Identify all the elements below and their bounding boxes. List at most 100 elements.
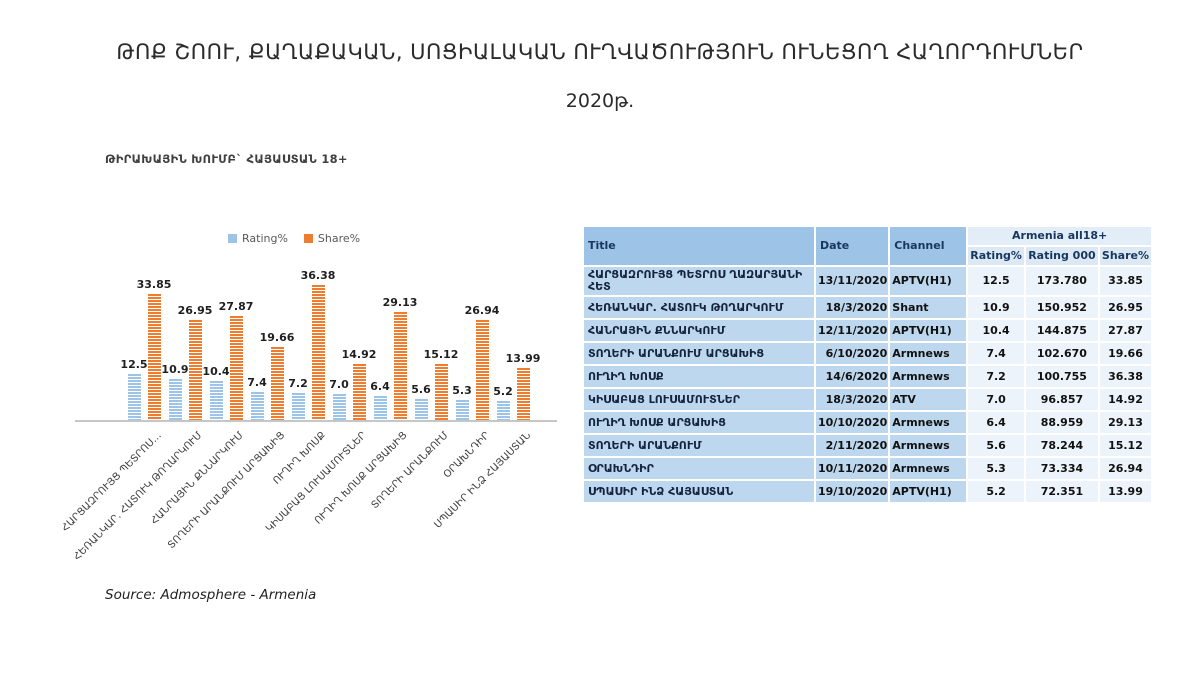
share-swatch-icon [303,234,313,243]
bar-rating [127,373,141,420]
cell-title: ՕՐԱԽՆԴԻՐ [584,458,814,480]
rating-swatch-icon [228,234,237,243]
ratings-table: Title Date Channel Armenia all18+ Rating… [582,225,1153,504]
bar-share [147,294,161,420]
table-row: ՀԱՆՐԱՅԻՆ ՔՆՆԱՐԿՈՒՄ 12/11/2020 APTV(H1) 10.4… [584,320,1152,342]
table-row: ԿԻՍԱԲԱՑ ԼՈՒՍԱՄՈՒՏՆԵՐ 18/3/2020 ATV 7.0 96.85… [584,389,1152,411]
page-title: ԹՈՔ ՇՈՈՒ, ՔԱՂԱՔԱԿԱՆ, ՍՈՑԻԱԼԱԿԱՆ ՈՒՂՎԱԾՈՒ… [116,40,1084,64]
cell-rating000: 88.959 [1025,412,1098,434]
legend-rating-label: Rating% [242,232,288,245]
bar-share [311,284,325,420]
cell-rating000: 96.857 [1025,389,1098,411]
bar-rating [209,381,223,420]
cell-rating: 5.3 [968,458,1024,480]
chart-x-axis [75,420,557,422]
table-row: ՏՈՂԵՐԻ ԱՐԱՆՔՈՒՄ 2/11/2020 Armnews 5.6 78.244… [584,435,1152,457]
legend-item-rating: Rating% [228,232,288,245]
table-row: ՏՈՂԵՐԻ ԱՐԱՆՔՈՒՄ ԱՐՑԱԽԻՑ 6/10/2020 Armnews 7… [584,343,1152,365]
cell-channel: APTV(H1) [890,267,967,296]
rating-value-label: 5.3 [452,384,472,398]
table-row: ՍՊԱՍԻՐ ԻՆՁ ՀԱՅԱՍՏԱՆ 19/10/2020 APTV(H1) 5.2… [584,481,1152,503]
cell-share: 33.85 [1099,267,1152,296]
cell-title: ՏՈՂԵՐԻ ԱՐԱՆՔՈՒՄ [584,435,814,457]
cell-share: 36.38 [1099,366,1152,388]
cell-rating: 6.4 [968,412,1024,434]
rating-value-label: 6.4 [370,380,390,394]
bar-share [270,346,284,420]
table-row: ՕՐԱԽՆԴԻՐ 10/11/2020 Armnews 5.3 73.334 26.94 [584,458,1152,480]
cell-title: ՀԱՆՐԱՅԻՆ ՔՆՆԱՐԿՈՒՄ [584,320,814,342]
table-row: ՀԵՌԱՆԿԱՐ. ՀԱՏՈՒԿ ԹՈՂԱՐԿՈՒՄ 18/3/2020 Shant… [584,297,1152,319]
cell-channel: Armnews [890,458,967,480]
source-note: Source: Admosphere - Armenia [105,587,317,603]
bar-share [352,364,366,420]
col-header-share: Share% [1099,247,1152,265]
cell-rating000: 72.351 [1025,481,1098,503]
cell-rating000: 150.952 [1025,297,1098,319]
cell-channel: Armnews [890,343,967,365]
cell-rating: 12.5 [968,267,1024,296]
rating-value-label: 7.2 [288,377,308,391]
cell-rating: 5.6 [968,435,1024,457]
col-header-title: Title [584,227,814,265]
cell-channel: ATV [890,389,967,411]
rating-value-label: 10.4 [202,365,230,379]
x-axis-category-label: ՏՈՂԵՐԻ ԱՐԱՆՔՈՒՄ [369,430,451,512]
target-group-label: ԹԻՐԱԽԱՅԻՆ ԽՈՒՄԲ` ՀԱՅԱՍՏԱՆ 18+ [105,152,348,166]
cell-channel: Armnews [890,435,967,457]
bar-rating [250,392,264,420]
col-header-date: Date [816,227,889,265]
cell-channel: APTV(H1) [890,481,967,503]
bar-chart: Rating% Share% 12.5 33.85 ՀԱՐՑԱԶՐՈՒՅՑ ՊԵՏՐ… [60,228,580,563]
share-value-label: 26.94 [464,303,500,317]
cell-title: ՀԵՌԱՆԿԱՐ. ՀԱՏՈՒԿ ԹՈՂԱՐԿՈՒՄ [584,297,814,319]
share-value-label: 13.99 [505,351,541,365]
bar-share [393,311,407,420]
col-header-rating: Rating% [968,247,1024,265]
bar-rating [373,396,387,420]
bar-rating [291,393,305,420]
cell-share: 27.87 [1099,320,1152,342]
cell-channel: Shant [890,297,967,319]
cell-date: 10/11/2020 [816,458,889,480]
bar-share [475,319,489,420]
col-header-rating000: Rating 000 [1025,247,1098,265]
cell-rating000: 100.755 [1025,366,1098,388]
rating-value-label: 7.4 [247,376,267,390]
share-value-label: 33.85 [136,278,172,292]
cell-date: 18/3/2020 [816,297,889,319]
bar-share [516,367,530,420]
table-row: ՈՒՂԻՂ ԽՈՍՔ ԱՐՑԱԽԻՑ 10/10/2020 Armnews 6.4 88… [584,412,1152,434]
cell-title: ՏՈՂԵՐԻ ԱՐԱՆՔՈՒՄ ԱՐՑԱԽԻՑ [584,343,814,365]
bar-rating [414,399,428,420]
cell-channel: Armnews [890,412,967,434]
cell-rating000: 173.780 [1025,267,1098,296]
cell-share: 15.12 [1099,435,1152,457]
share-value-label: 36.38 [300,268,336,282]
bar-rating [168,379,182,420]
cell-rating000: 73.334 [1025,458,1098,480]
cell-rating: 5.2 [968,481,1024,503]
cell-rating: 7.0 [968,389,1024,411]
cell-date: 2/11/2020 [816,435,889,457]
bar-share [188,319,202,420]
cell-channel: Armnews [890,366,967,388]
cell-date: 14/6/2020 [816,366,889,388]
col-header-channel: Channel [890,227,967,265]
table-row: ՀԱՐՑԱԶՐՈՒՅՑ ՊԵՏՐՈՍ ՂԱԶԱՐՅԱՆԻ ՀԵՏ 13/11/20… [584,267,1152,296]
col-header-group: Armenia all18+ [968,227,1152,245]
cell-rating000: 144.875 [1025,320,1098,342]
cell-title: ՍՊԱՍԻՐ ԻՆՁ ՀԱՅԱՍՏԱՆ [584,481,814,503]
cell-date: 19/10/2020 [816,481,889,503]
cell-channel: APTV(H1) [890,320,967,342]
cell-share: 26.94 [1099,458,1152,480]
share-value-label: 15.12 [423,347,459,361]
cell-rating: 7.4 [968,343,1024,365]
rating-value-label: 10.9 [161,363,189,377]
cell-title: ԿԻՍԱԲԱՑ ԼՈՒՍԱՄՈՒՏՆԵՐ [584,389,814,411]
table-row: ՈՒՂԻՂ ԽՈՍՔ 14/6/2020 Armnews 7.2 100.755 36.3… [584,366,1152,388]
cell-date: 10/10/2020 [816,412,889,434]
share-value-label: 26.95 [177,303,213,317]
bar-share [229,316,243,420]
legend-item-share: Share% [303,232,360,245]
